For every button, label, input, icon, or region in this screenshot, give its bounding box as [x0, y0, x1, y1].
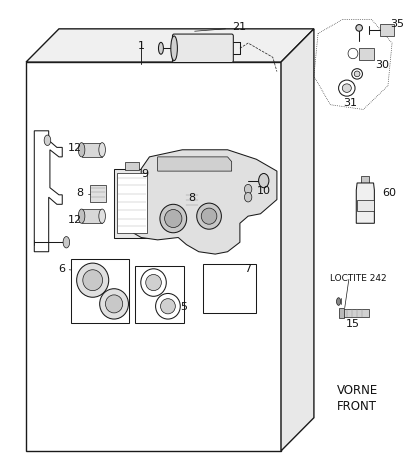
Text: 15: 15 — [345, 318, 359, 328]
Polygon shape — [184, 193, 198, 212]
Ellipse shape — [244, 185, 251, 195]
Ellipse shape — [160, 299, 175, 314]
Text: 31: 31 — [342, 98, 356, 108]
Polygon shape — [133, 150, 276, 255]
Polygon shape — [356, 200, 373, 212]
Polygon shape — [360, 177, 368, 184]
Polygon shape — [356, 184, 373, 224]
Text: 7: 7 — [243, 264, 251, 274]
Ellipse shape — [105, 295, 122, 313]
Text: 9: 9 — [141, 169, 148, 179]
Ellipse shape — [100, 289, 128, 319]
Text: 12: 12 — [67, 214, 81, 224]
Ellipse shape — [351, 69, 361, 80]
Polygon shape — [280, 30, 313, 451]
Text: 10: 10 — [256, 186, 270, 196]
Ellipse shape — [347, 49, 357, 60]
Text: 60: 60 — [381, 188, 395, 198]
Polygon shape — [81, 143, 102, 158]
Polygon shape — [338, 308, 343, 318]
Text: 8: 8 — [76, 188, 83, 198]
Polygon shape — [26, 30, 313, 63]
Ellipse shape — [244, 193, 251, 202]
Ellipse shape — [164, 210, 181, 228]
Polygon shape — [202, 264, 256, 314]
FancyBboxPatch shape — [172, 35, 233, 63]
Ellipse shape — [99, 209, 105, 224]
Polygon shape — [124, 162, 139, 171]
Ellipse shape — [171, 37, 177, 61]
Ellipse shape — [342, 85, 351, 93]
Polygon shape — [135, 267, 184, 323]
Polygon shape — [157, 158, 231, 172]
Ellipse shape — [78, 143, 85, 158]
Text: 6: 6 — [58, 264, 65, 274]
Text: LOCTITE 242: LOCTITE 242 — [330, 274, 386, 283]
Text: VORNE: VORNE — [336, 383, 377, 396]
Ellipse shape — [354, 72, 359, 78]
Ellipse shape — [258, 174, 268, 188]
Ellipse shape — [338, 81, 354, 97]
Ellipse shape — [44, 136, 51, 146]
Ellipse shape — [63, 237, 69, 248]
Ellipse shape — [76, 264, 109, 298]
Text: 35: 35 — [389, 19, 403, 29]
Text: 30: 30 — [375, 60, 389, 70]
Polygon shape — [81, 209, 102, 224]
Polygon shape — [358, 49, 373, 60]
Polygon shape — [341, 309, 368, 317]
Polygon shape — [117, 174, 146, 233]
Ellipse shape — [99, 143, 105, 158]
Ellipse shape — [140, 269, 166, 297]
Ellipse shape — [336, 298, 340, 306]
Ellipse shape — [145, 275, 161, 291]
Ellipse shape — [201, 208, 216, 225]
Ellipse shape — [196, 204, 221, 230]
Polygon shape — [71, 259, 128, 323]
Polygon shape — [114, 169, 149, 238]
Ellipse shape — [158, 43, 163, 55]
Text: 8: 8 — [188, 193, 195, 203]
Ellipse shape — [159, 205, 186, 233]
Text: parts4fabrik: parts4fabrik — [85, 224, 204, 299]
Polygon shape — [34, 131, 62, 252]
Ellipse shape — [78, 209, 85, 224]
Ellipse shape — [355, 26, 361, 32]
Polygon shape — [26, 63, 280, 451]
Polygon shape — [90, 186, 106, 202]
Text: 21: 21 — [231, 22, 245, 32]
Ellipse shape — [83, 270, 102, 291]
Ellipse shape — [155, 294, 180, 319]
Polygon shape — [379, 25, 393, 37]
Text: 1: 1 — [138, 41, 145, 51]
Text: 12: 12 — [67, 143, 81, 153]
Text: FRONT: FRONT — [336, 399, 376, 413]
Text: 5: 5 — [180, 302, 187, 312]
